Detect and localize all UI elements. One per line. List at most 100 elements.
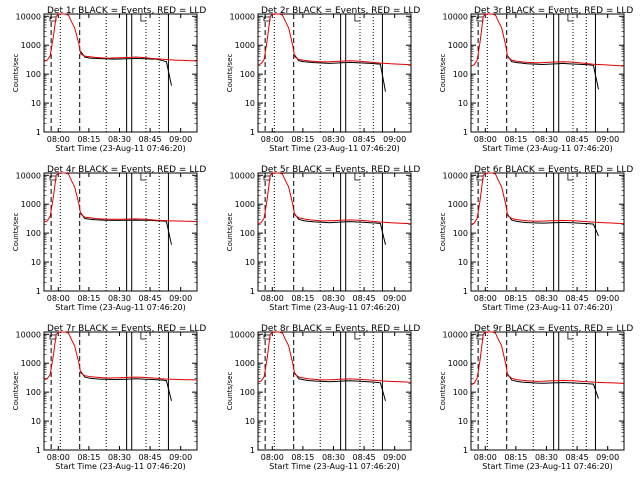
plot-frame	[43, 172, 198, 292]
chart-det-7: Det 7r BLACK = Events, RED = LLD 1 10 100 10…	[12, 324, 206, 471]
y-tick-label: 10	[245, 99, 255, 108]
x-tick-label: 08:45	[566, 453, 589, 462]
x-tick-label: 09:00	[383, 294, 406, 303]
x-tick-label: 08:30	[322, 453, 345, 462]
top-marker	[567, 173, 573, 181]
x-tick-label: 08:30	[535, 294, 558, 303]
y-tick-label: 1000	[21, 359, 41, 368]
plot-frame	[257, 331, 412, 451]
series-line-lld	[43, 172, 198, 223]
y-tick-label: 10	[31, 99, 41, 108]
chart-det-2: Det 2r BLACK = Events, RED = LLD 1 10 100 10…	[226, 6, 420, 153]
x-tick-label: 08:00	[261, 294, 284, 303]
y-tick-label: 100	[453, 70, 468, 79]
x-tick-label: 08:15	[504, 453, 527, 462]
series-line-lld	[470, 331, 625, 386]
x-tick-label: 09:00	[596, 294, 619, 303]
y-axis-label: Counts/sec	[439, 213, 447, 252]
series-line-lld	[257, 331, 412, 383]
chart-det-6: Det 6r BLACK = Events, RED = LLD 1 10 100 10…	[439, 165, 633, 312]
plot-frame	[43, 13, 198, 133]
x-tick-label: 08:30	[108, 135, 131, 144]
chart-det-4: Det 4r BLACK = Events, RED = LLD 1 10 100 10…	[12, 165, 206, 312]
x-tick-label: 08:45	[566, 294, 589, 303]
y-tick-label: 1000	[448, 359, 468, 368]
x-tick-label: 08:00	[474, 294, 497, 303]
x-axis-label: Start Time (23-Aug-11 07:46:20)	[482, 144, 613, 153]
x-tick-label: 08:15	[77, 135, 100, 144]
y-tick-label: 10	[245, 417, 255, 426]
y-axis-label: Counts/sec	[226, 372, 234, 411]
y-tick-label: 10000	[443, 171, 468, 180]
y-tick-label: 1	[36, 446, 41, 455]
y-tick-label: 10000	[443, 330, 468, 339]
y-tick-label: 1000	[448, 41, 468, 50]
x-axis-label: Start Time (23-Aug-11 07:46:20)	[55, 462, 186, 471]
series-line-lld	[43, 13, 198, 62]
y-axis-label: Counts/sec	[226, 54, 234, 93]
x-axis-label: Start Time (23-Aug-11 07:46:20)	[269, 462, 400, 471]
chart-title: Det 2r BLACK = Events, RED = LLD	[261, 6, 420, 16]
series-line-lld	[43, 331, 198, 381]
x-tick-label: 08:00	[474, 453, 497, 462]
y-tick-label: 1	[36, 128, 41, 137]
x-tick-label: 08:45	[353, 294, 376, 303]
x-axis-label: Start Time (23-Aug-11 07:46:20)	[269, 144, 400, 153]
x-tick-label: 08:15	[77, 453, 100, 462]
series-line-events	[507, 373, 599, 399]
y-tick-label: 10	[458, 99, 468, 108]
x-tick-label: 08:30	[322, 135, 345, 144]
y-tick-label: 10000	[443, 12, 468, 21]
x-tick-label: 08:15	[291, 453, 314, 462]
y-tick-label: 1	[463, 287, 468, 296]
y-tick-label: 100	[26, 70, 41, 79]
y-tick-label: 10000	[16, 330, 41, 339]
y-axis-label: Counts/sec	[439, 372, 447, 411]
x-axis-label: Start Time (23-Aug-11 07:46:20)	[55, 144, 186, 153]
y-axis-label: Counts/sec	[12, 372, 20, 411]
x-axis-label: Start Time (23-Aug-11 07:46:20)	[55, 303, 186, 312]
x-tick-label: 09:00	[383, 453, 406, 462]
x-tick-label: 08:00	[474, 135, 497, 144]
y-tick-label: 10	[31, 417, 41, 426]
y-tick-label: 100	[240, 229, 255, 238]
y-tick-label: 1	[250, 287, 255, 296]
top-marker	[140, 332, 146, 340]
series-line-events	[294, 372, 386, 402]
chart-title: Det 7r BLACK = Events, RED = LLD	[47, 324, 206, 334]
x-tick-label: 08:45	[353, 135, 376, 144]
y-tick-label: 100	[240, 70, 255, 79]
top-marker	[140, 14, 146, 22]
y-tick-label: 10000	[230, 171, 255, 180]
x-tick-label: 09:00	[596, 453, 619, 462]
y-tick-label: 100	[453, 388, 468, 397]
x-tick-label: 09:00	[383, 135, 406, 144]
x-tick-label: 08:15	[504, 135, 527, 144]
top-marker	[354, 332, 360, 340]
series-line-events	[507, 55, 599, 90]
y-tick-label: 1000	[21, 200, 41, 209]
series-line-lld	[470, 172, 625, 225]
x-tick-label: 09:00	[596, 135, 619, 144]
x-axis-label: Start Time (23-Aug-11 07:46:20)	[482, 303, 613, 312]
x-tick-label: 08:45	[139, 135, 162, 144]
x-tick-label: 08:30	[535, 135, 558, 144]
x-tick-label: 08:00	[261, 453, 284, 462]
chart-det-3: Det 3r BLACK = Events, RED = LLD 1 10 100 10…	[439, 6, 633, 153]
x-tick-label: 08:00	[47, 294, 70, 303]
chart-det-5: Det 5r BLACK = Events, RED = LLD 1 10 100 10…	[226, 165, 420, 312]
y-axis-label: Counts/sec	[439, 54, 447, 93]
y-tick-label: 100	[240, 388, 255, 397]
y-tick-label: 1	[463, 446, 468, 455]
chart-det-9: Det 9r BLACK = Events, RED = LLD 1 10 100 10…	[439, 324, 633, 471]
series-line-events	[294, 213, 386, 245]
plot-frame	[470, 331, 625, 451]
top-marker	[567, 332, 573, 340]
y-tick-label: 1	[250, 128, 255, 137]
y-tick-label: 1000	[448, 200, 468, 209]
series-line-lld	[257, 172, 412, 225]
y-tick-label: 10	[31, 258, 41, 267]
plot-frame	[257, 13, 412, 133]
series-line-events	[80, 212, 172, 245]
